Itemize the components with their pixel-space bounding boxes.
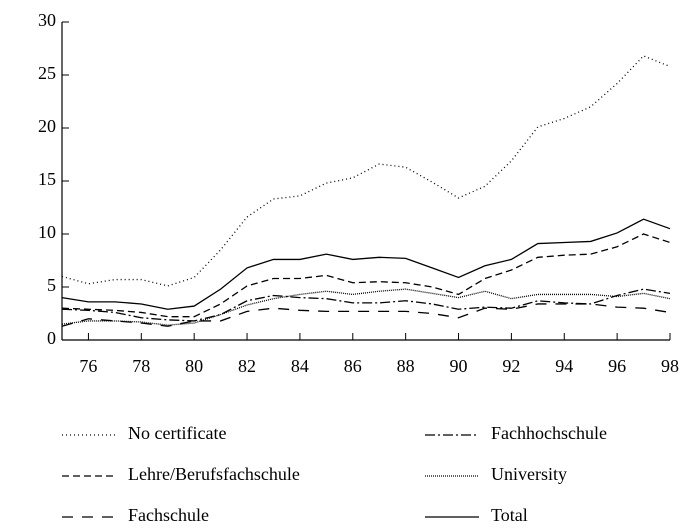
legend-label: No certificate [128,423,226,443]
series-line [61,55,671,287]
series-line [61,303,671,327]
y-tick-label: 10 [38,222,56,242]
x-tick-label: 86 [344,356,362,376]
x-tick-label: 96 [608,356,626,376]
x-tick-label: 84 [291,356,309,376]
x-tick-label: 98 [661,356,679,376]
y-tick-label: 15 [38,169,56,189]
legend-label: University [491,464,567,484]
y-tick-label: 5 [47,275,56,295]
y-tick-label: 25 [38,63,56,83]
y-tick-label: 20 [38,116,56,136]
legend-label: Fachschule [128,505,209,525]
series-line [61,288,671,322]
x-tick-label: 94 [555,356,573,376]
x-tick-label: 92 [502,356,520,376]
series-line [61,288,671,326]
x-tick-label: 76 [79,356,97,376]
x-tick-label: 90 [450,356,468,376]
legend-label: Fachhochschule [491,423,607,443]
y-tick-label: 30 [38,10,56,30]
legend-label: Lehre/Berufsfachschule [128,464,300,484]
legend-label: Total [491,505,528,525]
x-tick-label: 82 [238,356,256,376]
x-tick-label: 80 [185,356,203,376]
series-line [61,233,671,318]
x-tick-label: 88 [397,356,415,376]
x-tick-label: 78 [132,356,150,376]
y-tick-label: 0 [47,328,56,348]
series-line [61,218,671,310]
